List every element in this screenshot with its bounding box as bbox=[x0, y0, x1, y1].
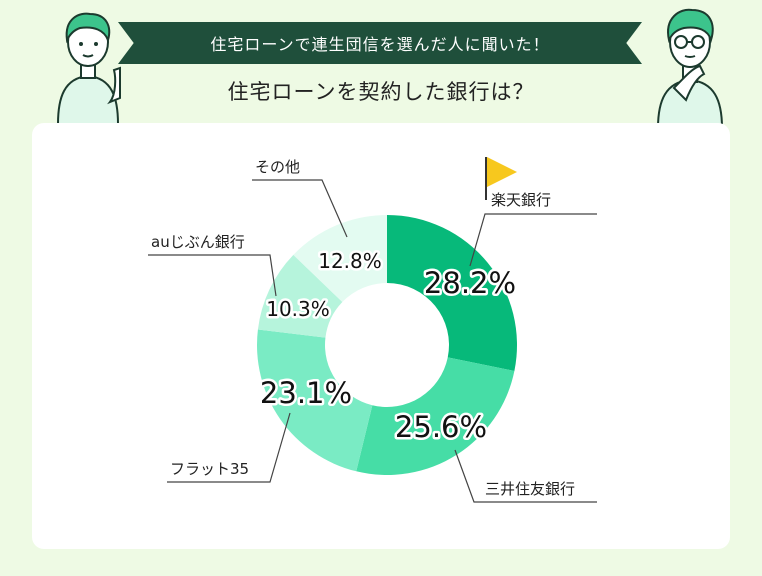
value-label-aujibun: 10.3% bbox=[266, 297, 330, 321]
leader-line-smbc bbox=[454, 449, 597, 503]
banner-text: 住宅ローンで連生団信を選んだ人に聞いた！ bbox=[210, 35, 550, 54]
category-label-flat35: フラット35 bbox=[170, 460, 249, 478]
value-label-smbc: 25.6% bbox=[395, 410, 487, 444]
banner: 住宅ローンで連生団信を選んだ人に聞いた！ bbox=[118, 22, 642, 64]
leader-line-other bbox=[252, 179, 348, 238]
category-label-smbc: 三井住友銀行 bbox=[485, 480, 575, 498]
category-label-aujibun: auじぶん銀行 bbox=[151, 233, 245, 251]
value-label-rakuten: 28.2% bbox=[424, 266, 516, 300]
slice-rakuten bbox=[387, 215, 517, 371]
slice-other bbox=[293, 215, 387, 302]
leader-line-aujibun bbox=[148, 254, 277, 297]
person-thinking-right-icon bbox=[656, 8, 724, 128]
flag-icon bbox=[485, 157, 517, 200]
value-label-other: 12.8% bbox=[318, 249, 382, 273]
slice-aujibun bbox=[257, 254, 343, 338]
category-label-other: その他 bbox=[255, 158, 300, 176]
slice-smbc bbox=[356, 357, 515, 476]
leader-line-rakuten bbox=[469, 213, 597, 267]
value-label-flat35: 23.1% bbox=[260, 376, 352, 410]
person-thinking-left-icon bbox=[56, 12, 121, 124]
slice-flat35 bbox=[257, 329, 373, 472]
leader-line-flat35 bbox=[167, 412, 291, 483]
category-label-rakuten: 楽天銀行 bbox=[491, 191, 551, 209]
chart-card bbox=[32, 123, 730, 549]
chart-subtitle: 住宅ローンを契約した銀行は？ bbox=[227, 80, 535, 104]
